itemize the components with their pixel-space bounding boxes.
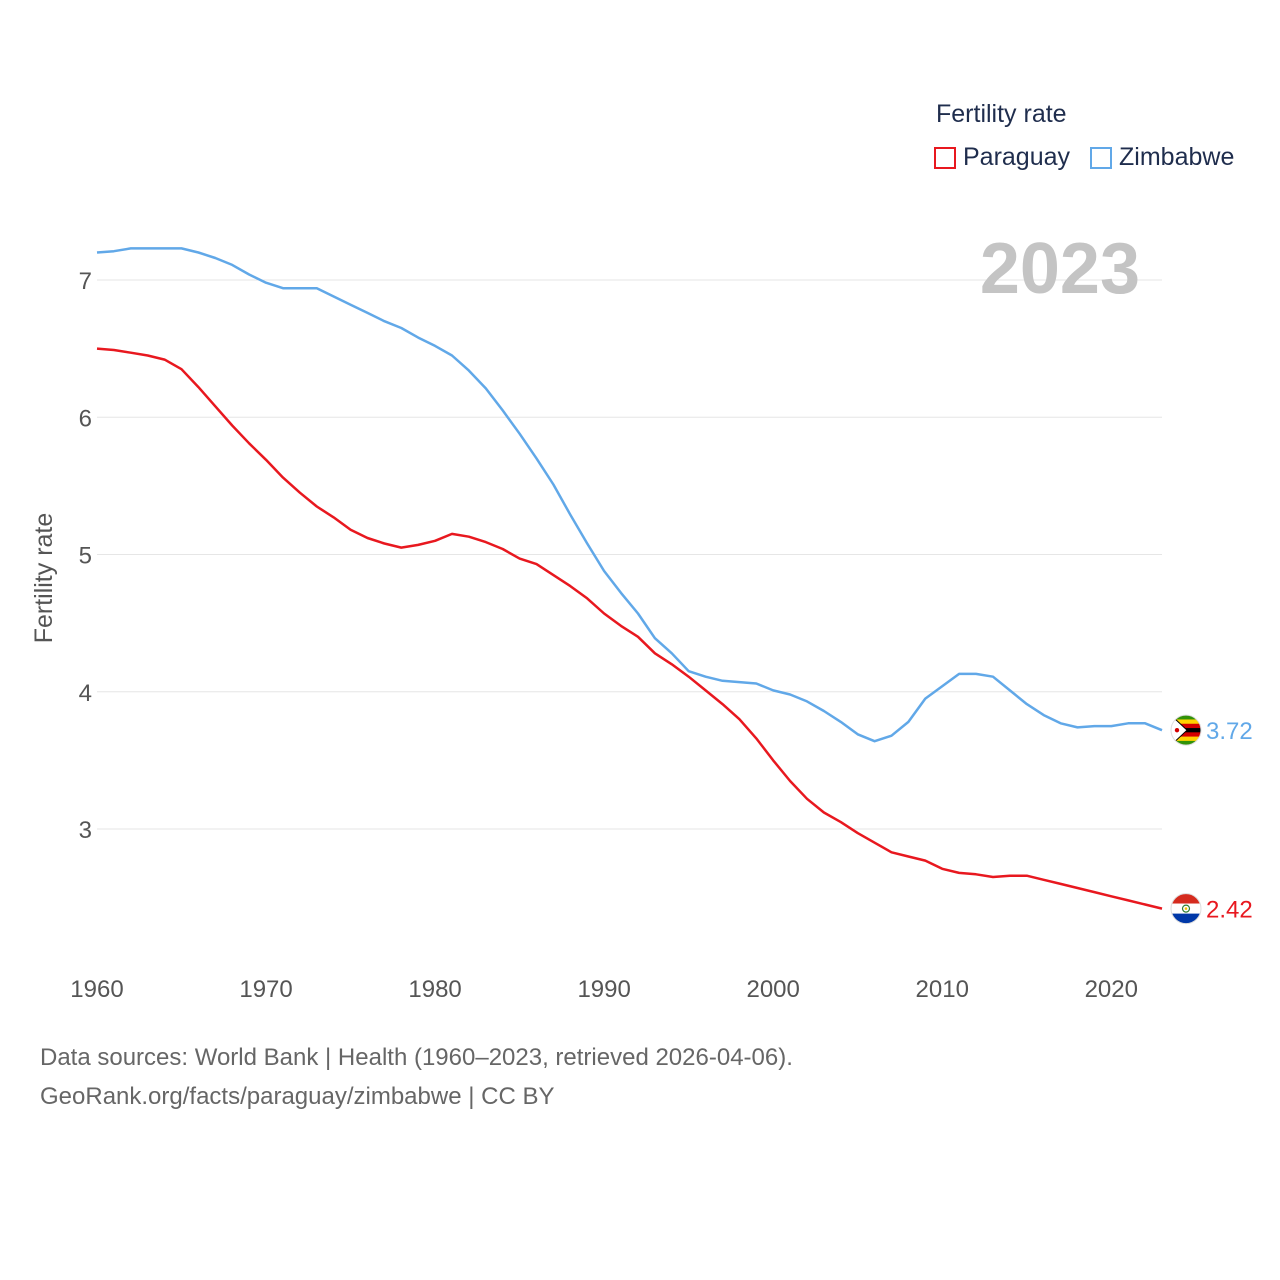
y-tick-label-7: 7 xyxy=(79,268,92,295)
flag-zimbabwe xyxy=(1170,714,1202,746)
end-markers: 2.42 3.72 xyxy=(1170,714,1253,925)
gridlines xyxy=(97,279,1162,830)
x-tick-label-1960: 1960 xyxy=(70,976,123,1003)
legend-label-paraguay: Paraguay xyxy=(963,143,1071,171)
y-axis: 3 4 5 6 7 xyxy=(79,268,92,844)
legend-title: Fertility rate xyxy=(936,100,1067,128)
y-tick-label-5: 5 xyxy=(79,543,92,570)
legend-label-zimbabwe: Zimbabwe xyxy=(1119,143,1235,171)
end-value-label-zimbabwe: 3.72 xyxy=(1206,718,1253,745)
y-tick-label-6: 6 xyxy=(79,405,92,432)
legend-swatch-paraguay xyxy=(934,146,956,169)
y-axis-title: Fertility rate xyxy=(30,513,58,644)
legend-item-zimbabwe[interactable]: Zimbabwe xyxy=(1090,143,1234,172)
x-tick-label-2000: 2000 xyxy=(746,976,799,1003)
x-tick-label-1970: 1970 xyxy=(239,976,292,1003)
x-tick-label-2020: 2020 xyxy=(1085,976,1138,1003)
legend: Paraguay Zimbabwe xyxy=(934,143,1254,172)
flag-paraguay xyxy=(1170,893,1202,925)
x-tick-label-1990: 1990 xyxy=(577,976,630,1003)
series-lines xyxy=(96,247,1163,910)
footer-sources: Data sources: World Bank | Health (1960–… xyxy=(40,1044,793,1071)
x-tick-label-1980: 1980 xyxy=(408,976,461,1003)
end-value-label-paraguay: 2.42 xyxy=(1206,897,1253,924)
current-year-label: 2023 xyxy=(979,229,1140,309)
legend-swatch-zimbabwe xyxy=(1090,146,1113,169)
x-tick-label-2010: 2010 xyxy=(916,976,969,1003)
series-line-paraguay xyxy=(96,347,1163,910)
series-line-zimbabwe xyxy=(96,247,1163,743)
y-tick-label-3: 3 xyxy=(79,817,92,844)
y-tick-label-4: 4 xyxy=(79,680,92,707)
x-axis: 1960 1970 1980 1990 2000 2010 2020 xyxy=(70,976,1138,1003)
legend-item-paraguay[interactable]: Paraguay xyxy=(934,143,1070,172)
footer-credit[interactable]: GeoRank.org/facts/paraguay/zimbabwe | CC… xyxy=(40,1083,555,1110)
